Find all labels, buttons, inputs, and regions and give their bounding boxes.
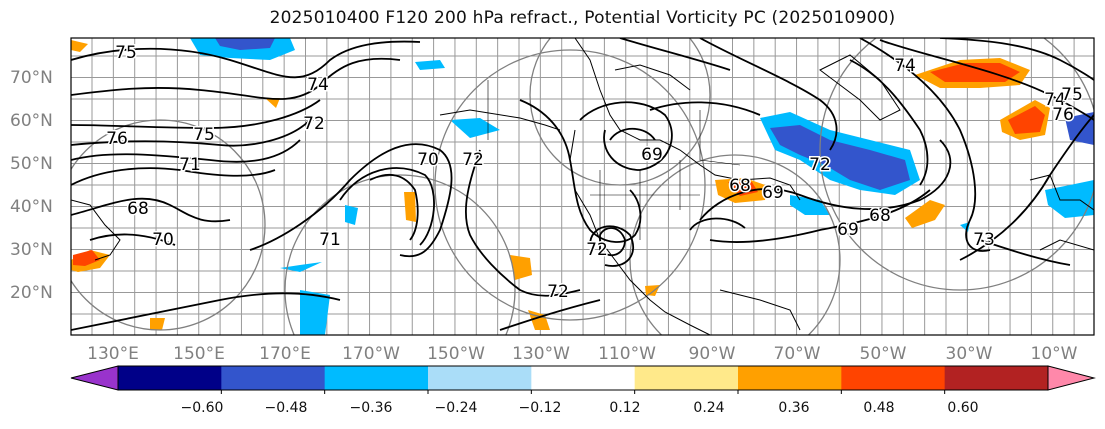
lon-label: 110°W	[598, 344, 656, 364]
colorbar-tick-label: 0.60	[947, 400, 979, 416]
lon-label: 170°E	[259, 344, 311, 364]
pv-positive-patch	[73, 250, 100, 266]
contour-label: 69	[641, 145, 663, 165]
pv-negative-patch	[415, 60, 445, 70]
lon-label: 50°W	[859, 344, 907, 364]
pv-positive-patch	[905, 200, 945, 228]
pv-positive-patch	[1008, 106, 1045, 134]
pv-negative-patch	[345, 205, 358, 225]
colorbar-segment	[841, 366, 946, 390]
pv-shading	[71, 38, 1094, 335]
contour-label: 73	[973, 230, 995, 250]
colorbar-tick-label: 0.48	[863, 400, 895, 416]
pv-positive-patch	[510, 255, 532, 280]
colorbar-extend-high	[1047, 365, 1096, 391]
lon-label: 10°W	[1030, 344, 1078, 364]
contour-label: 70	[417, 150, 439, 170]
colorbar-tick-label: −0.60	[180, 400, 224, 416]
lat-label: 50°N	[10, 154, 53, 174]
contour-label: 74	[307, 75, 329, 95]
contour-label: 72	[303, 114, 325, 134]
colorbar-tick-label: −0.12	[518, 400, 562, 416]
lon-label: 150°W	[427, 344, 485, 364]
colorbar-tick-label: −0.24	[434, 400, 478, 416]
contour-label: 75	[115, 43, 137, 63]
pv-positive-patch	[930, 63, 1020, 82]
lat-label: 70°N	[10, 68, 53, 88]
colorbar-segment	[944, 366, 1049, 390]
pv-positive-patch	[150, 318, 165, 330]
contour-label: 74	[1044, 90, 1066, 110]
map-title: 2025010400 F120 200 hPa refract., Potent…	[269, 8, 896, 28]
lat-label: 30°N	[10, 240, 53, 260]
ray-circles	[71, 38, 1094, 335]
colorbar-segment	[634, 366, 739, 390]
contour-label: 68	[127, 199, 149, 219]
contour-label: 72	[586, 240, 608, 260]
pv-positive-patch	[265, 98, 280, 108]
colorbar-extend-low	[70, 365, 119, 391]
pv-negative-patch	[215, 38, 275, 50]
pv-negative-patch	[770, 125, 910, 190]
lon-label: 150°E	[173, 344, 225, 364]
contour-label: 69	[762, 183, 784, 203]
contour-label: 71	[179, 155, 201, 175]
lon-label: 130°W	[512, 344, 570, 364]
lon-label: 130°E	[87, 344, 139, 364]
colorbar-segment	[324, 366, 429, 390]
pv-positive-patch	[728, 182, 758, 196]
colorbar-segment	[221, 366, 326, 390]
contour-label: 70	[152, 230, 174, 250]
contour-label: 75	[193, 125, 215, 145]
colorbar-tick-label: 0.24	[693, 400, 725, 416]
lon-label: 170°W	[342, 344, 400, 364]
height-contours	[71, 38, 1094, 331]
contour-label: 76	[1052, 105, 1074, 125]
colorbar-segment	[738, 366, 842, 390]
pv-negative-patch	[1045, 180, 1094, 218]
pv-negative-patch	[1065, 112, 1094, 145]
contour-label: 72	[809, 155, 831, 175]
lat-label: 20°N	[10, 283, 53, 303]
contour-label: 72	[547, 282, 569, 302]
colorbar-frame	[117, 365, 1049, 391]
contour-label: 68	[869, 206, 891, 226]
colorbar-tick-label: −0.36	[349, 400, 393, 416]
colorbar-segment	[118, 366, 222, 390]
lat-label: 60°N	[10, 111, 53, 131]
contour-label: 74	[894, 56, 916, 76]
colorbar-tick-label: −0.48	[264, 400, 308, 416]
colorbar-segment	[428, 366, 532, 390]
pv-negative-patch	[300, 290, 330, 335]
lat-label: 40°N	[10, 197, 53, 217]
pv-negative-patch	[450, 118, 500, 138]
pv-positive-patch	[71, 40, 88, 52]
contour-label: 71	[319, 230, 341, 250]
lon-label: 30°W	[945, 344, 993, 364]
lon-label: 70°W	[773, 344, 821, 364]
contour-label: 69	[837, 220, 859, 240]
lon-label: 90°W	[688, 344, 736, 364]
colorbar-tick-label: 0.36	[778, 400, 810, 416]
contour-label: 76	[106, 129, 128, 149]
colorbar-tick-label: 0.12	[609, 400, 641, 416]
pv-positive-patch	[404, 192, 416, 222]
pv-positive-patch	[645, 285, 660, 296]
contour-label: 75	[1061, 85, 1083, 105]
colorbar-segment	[531, 366, 636, 390]
contour-label: 72	[462, 150, 484, 170]
pv-negative-patch	[280, 262, 322, 272]
contour-label: 68	[729, 176, 751, 196]
